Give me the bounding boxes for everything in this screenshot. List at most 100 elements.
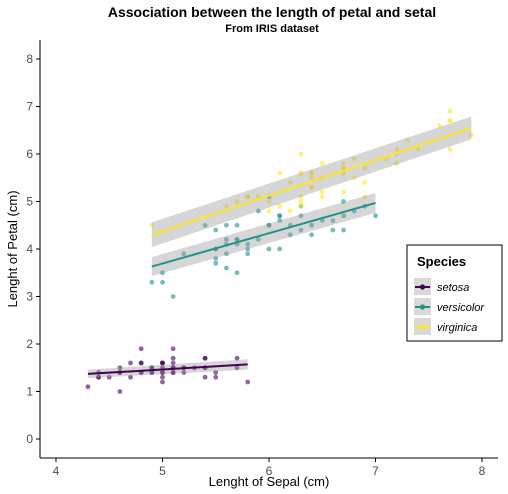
legend-item-virginica: virginica bbox=[414, 318, 477, 335]
data-point bbox=[309, 170, 315, 176]
legend-item-versicolor: versicolor bbox=[414, 298, 485, 315]
data-point bbox=[106, 374, 112, 380]
data-point bbox=[298, 170, 304, 176]
data-point bbox=[287, 232, 293, 238]
y-tick-label: 8 bbox=[26, 52, 33, 66]
data-point bbox=[298, 151, 304, 157]
data-point bbox=[213, 260, 219, 266]
legend: Species setosa versicolor virginica bbox=[406, 244, 503, 342]
data-point bbox=[266, 246, 272, 252]
data-point bbox=[298, 199, 304, 204]
data-point bbox=[319, 194, 325, 200]
x-tick-label: 8 bbox=[479, 464, 486, 478]
data-point bbox=[298, 203, 304, 209]
data-point bbox=[277, 203, 283, 209]
data-point bbox=[160, 370, 165, 375]
data-point bbox=[330, 218, 336, 223]
y-axis-label: Lenght of Petal (cm) bbox=[5, 190, 20, 307]
data-point bbox=[128, 360, 133, 366]
data-point bbox=[170, 346, 176, 352]
x-axis-label: Lenght of Sepal (cm) bbox=[209, 474, 330, 489]
data-point bbox=[287, 180, 293, 185]
data-point bbox=[405, 137, 410, 143]
data-point bbox=[149, 222, 155, 228]
data-point bbox=[277, 170, 283, 176]
data-point bbox=[309, 175, 315, 181]
data-point bbox=[266, 208, 272, 214]
data-point bbox=[245, 241, 251, 247]
data-point bbox=[223, 222, 229, 228]
data-point bbox=[362, 194, 368, 200]
data-point bbox=[415, 146, 421, 152]
legend-item-setosa: setosa bbox=[414, 278, 469, 295]
data-point bbox=[160, 360, 165, 366]
data-point bbox=[170, 360, 176, 366]
legend-title: Species bbox=[417, 254, 466, 269]
data-point bbox=[160, 279, 165, 285]
y-tick-label: 1 bbox=[26, 385, 33, 399]
data-point bbox=[341, 189, 346, 195]
data-point bbox=[170, 355, 176, 361]
legend-items: setosa versicolor virginica bbox=[414, 278, 485, 335]
x-axis-ticks: 4 5 6 7 8 bbox=[53, 458, 486, 478]
x-tick-label: 5 bbox=[159, 464, 166, 478]
series-points-virginica bbox=[149, 108, 474, 228]
data-point bbox=[362, 165, 368, 171]
trend-line-versicolor bbox=[151, 201, 376, 268]
data-point bbox=[351, 175, 357, 181]
data-point bbox=[447, 146, 453, 152]
data-point bbox=[309, 222, 315, 228]
legend-label: versicolor bbox=[437, 302, 485, 314]
data-point bbox=[341, 213, 346, 219]
data-point bbox=[277, 213, 283, 219]
data-point bbox=[341, 227, 346, 233]
data-point bbox=[298, 213, 304, 219]
data-point bbox=[170, 294, 176, 299]
data-point bbox=[298, 194, 304, 200]
data-point bbox=[117, 365, 123, 371]
data-point bbox=[213, 374, 219, 380]
data-point bbox=[245, 379, 251, 385]
data-point bbox=[160, 270, 165, 276]
data-point bbox=[202, 222, 208, 228]
data-point bbox=[309, 232, 315, 238]
legend-key-point bbox=[419, 304, 426, 310]
data-point bbox=[234, 270, 240, 276]
data-point bbox=[277, 246, 283, 252]
data-point bbox=[213, 227, 219, 233]
series-points-setosa bbox=[85, 346, 251, 394]
y-tick-label: 5 bbox=[26, 195, 33, 209]
data-point bbox=[234, 222, 240, 228]
data-point bbox=[117, 389, 123, 394]
data-point bbox=[223, 251, 229, 257]
legend-label: setosa bbox=[437, 282, 469, 294]
data-point bbox=[138, 360, 144, 366]
data-point bbox=[223, 237, 229, 242]
data-point bbox=[234, 237, 240, 242]
data-point bbox=[351, 156, 357, 162]
data-point bbox=[245, 246, 251, 252]
data-point bbox=[213, 370, 219, 375]
data-point bbox=[223, 265, 229, 271]
legend-label: virginica bbox=[437, 322, 477, 334]
data-point bbox=[213, 256, 219, 261]
data-point bbox=[160, 374, 165, 380]
y-tick-label: 0 bbox=[26, 432, 33, 446]
data-point bbox=[170, 370, 176, 375]
data-point bbox=[298, 227, 304, 233]
data-point bbox=[277, 218, 283, 223]
x-tick-label: 7 bbox=[372, 464, 379, 478]
data-point bbox=[266, 222, 272, 228]
data-point bbox=[181, 370, 187, 375]
trend-line-setosa bbox=[87, 363, 248, 375]
x-tick-label: 6 bbox=[266, 464, 273, 478]
data-point bbox=[245, 194, 251, 200]
data-point bbox=[437, 123, 442, 128]
data-point bbox=[266, 199, 272, 204]
data-point bbox=[160, 379, 165, 385]
legend-key-point bbox=[419, 324, 426, 330]
data-point bbox=[149, 279, 155, 285]
chart-subtitle: From IRIS dataset bbox=[225, 23, 319, 35]
